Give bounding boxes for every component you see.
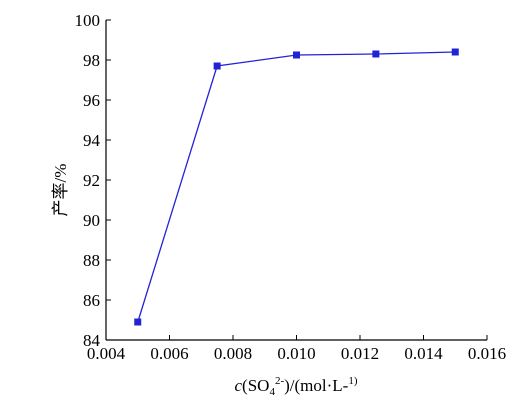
data-point-marker — [372, 50, 380, 58]
y-tick-label: 98 — [83, 51, 100, 70]
data-point-marker — [213, 62, 221, 70]
y-tick-label: 92 — [83, 171, 100, 190]
series-markers — [134, 48, 459, 326]
x-tick-label: 0.010 — [277, 344, 315, 363]
x-tick-label: 0.008 — [214, 344, 252, 363]
data-point-marker — [451, 48, 459, 56]
x-tick-label: 0.014 — [404, 344, 443, 363]
data-point-marker — [293, 51, 300, 59]
y-tick-label: 88 — [83, 251, 100, 270]
y-tick-label: 100 — [75, 11, 101, 30]
x-axis-title: c(SO42-)/(mol·L-1) — [235, 375, 358, 398]
data-point-marker — [134, 318, 142, 326]
x-tick-label: 0.006 — [150, 344, 188, 363]
y-tick-label: 86 — [83, 291, 100, 310]
x-tick-label: 0.004 — [87, 344, 126, 363]
y-axis-ticks: 84 86 88 90 92 94 96 98 100 — [75, 11, 111, 350]
x-axis-ticks: 0.004 0.006 0.008 0.010 0.012 0.014 0.016 — [87, 335, 506, 363]
plot-area: 84 86 88 90 92 94 96 98 100 0.004 0.006 0.008 0.010… — [75, 11, 507, 363]
y-tick-label: 84 — [83, 331, 101, 350]
x-tick-label: 0.012 — [341, 344, 379, 363]
series-line — [137, 51, 456, 323]
y-tick-label: 90 — [83, 211, 100, 230]
y-tick-label: 96 — [83, 91, 100, 110]
y-axis-title: 产率/% — [51, 164, 70, 217]
x-tick-label: 0.016 — [468, 344, 506, 363]
y-tick-label: 94 — [83, 131, 101, 150]
